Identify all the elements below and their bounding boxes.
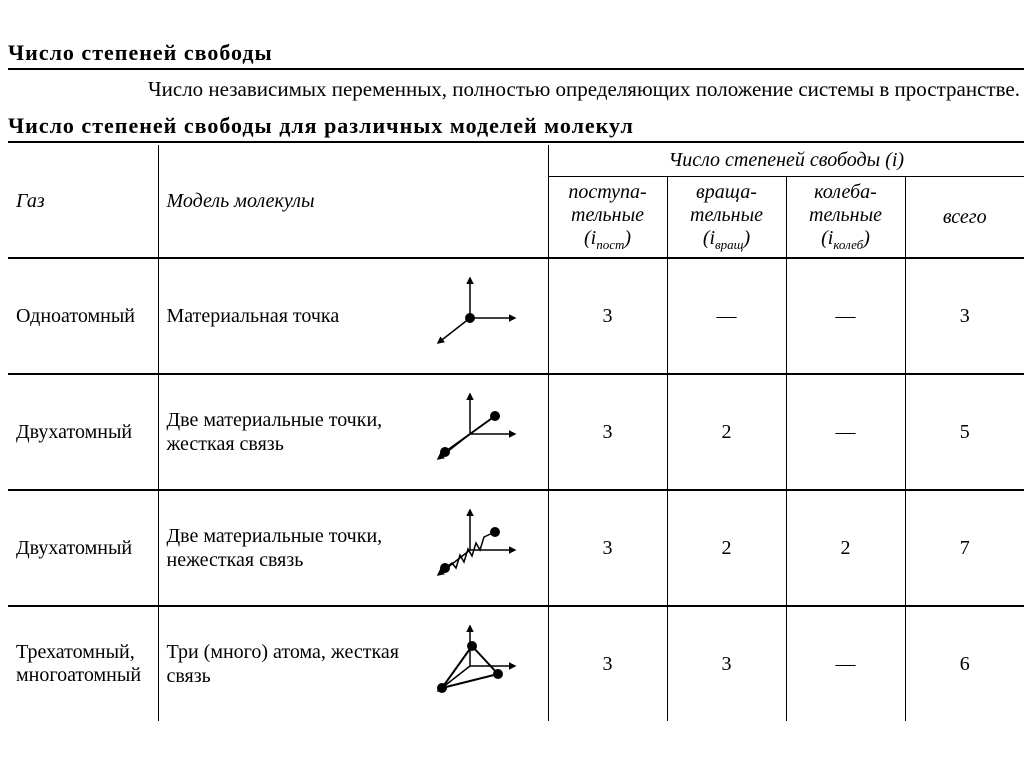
molecule-diagram-icon	[410, 611, 540, 717]
col-rot-sub: вращ	[715, 237, 743, 252]
cell-trans: 3	[548, 606, 667, 721]
model-text: Три (много) атома, жесткая связь	[167, 640, 404, 688]
model-text: Материальная точка	[167, 304, 404, 328]
col-rot: враща-тельные (iвращ)	[667, 177, 786, 259]
cell-total: 5	[905, 374, 1024, 490]
cell-vib: —	[786, 258, 905, 374]
col-vib-close: )	[863, 227, 870, 249]
cell-rot: 3	[667, 606, 786, 721]
col-trans-sym: (i	[584, 227, 596, 249]
col-gas: Газ	[8, 145, 158, 258]
table-row: Двухатомный Две материальные точки, жест…	[8, 374, 1024, 490]
col-model: Модель молекулы	[158, 145, 548, 258]
cell-trans: 3	[548, 490, 667, 606]
molecule-diagram-icon	[410, 379, 540, 485]
col-trans: поступа-тельные (iпост)	[548, 177, 667, 259]
col-vib-label: колеба-тельные	[809, 181, 882, 226]
col-vib-sub: колеб	[833, 237, 863, 252]
col-vib-sym: (i	[821, 227, 833, 249]
col-rot-label: враща-тельные	[690, 181, 763, 226]
section-heading: Число степеней свободы для различных мод…	[8, 113, 1024, 143]
definition-text: Число независимых переменных, полностью …	[148, 76, 1024, 103]
cell-total: 6	[905, 606, 1024, 721]
cell-gas: Двухатомный	[8, 374, 158, 490]
table-row: Одноатомный Материальная точка 3 — — 3	[8, 258, 1024, 374]
cell-rot: 2	[667, 490, 786, 606]
table-row: Трехатомный, многоатомный Три (много) ат…	[8, 606, 1024, 721]
cell-vib: 2	[786, 490, 905, 606]
col-rot-sym: (i	[703, 227, 715, 249]
col-trans-label: поступа-тельные	[568, 181, 646, 226]
model-text: Две материальные точки, нежесткая связь	[167, 524, 404, 572]
page-title: Число степеней свободы	[8, 40, 1024, 70]
col-rot-close: )	[744, 227, 751, 249]
cell-gas: Трехатомный, многоатомный	[8, 606, 158, 721]
cell-gas: Двухатомный	[8, 490, 158, 606]
col-trans-sub: пост	[596, 237, 624, 252]
dof-tbody: Одноатомный Материальная точка 3 — — 3 Д…	[8, 258, 1024, 721]
cell-rot: 2	[667, 374, 786, 490]
table-row: Двухатомный Две материальные точки, неже…	[8, 490, 1024, 606]
col-trans-close: )	[624, 227, 631, 249]
cell-vib: —	[786, 606, 905, 721]
cell-total: 3	[905, 258, 1024, 374]
molecule-diagram-icon	[410, 495, 540, 601]
cell-total: 7	[905, 490, 1024, 606]
cell-trans: 3	[548, 374, 667, 490]
cell-model: Две материальные точки, нежесткая связь	[158, 490, 548, 606]
cell-gas: Одноатомный	[8, 258, 158, 374]
cell-vib: —	[786, 374, 905, 490]
col-total: всего	[905, 177, 1024, 259]
cell-trans: 3	[548, 258, 667, 374]
cell-rot: —	[667, 258, 786, 374]
model-text: Две материальные точки, жесткая связь	[167, 408, 404, 456]
molecule-diagram-icon	[410, 263, 540, 369]
cell-model: Две материальные точки, жесткая связь	[158, 374, 548, 490]
cell-model: Три (много) атома, жесткая связь	[158, 606, 548, 721]
cell-model: Материальная точка	[158, 258, 548, 374]
dof-table: Газ Модель молекулы Число степеней свобо…	[8, 145, 1024, 721]
col-group: Число степеней свободы (i)	[548, 145, 1024, 177]
page-root: Число степеней свободы Число независимых…	[0, 0, 1024, 721]
col-vib: колеба-тельные (iколеб)	[786, 177, 905, 259]
